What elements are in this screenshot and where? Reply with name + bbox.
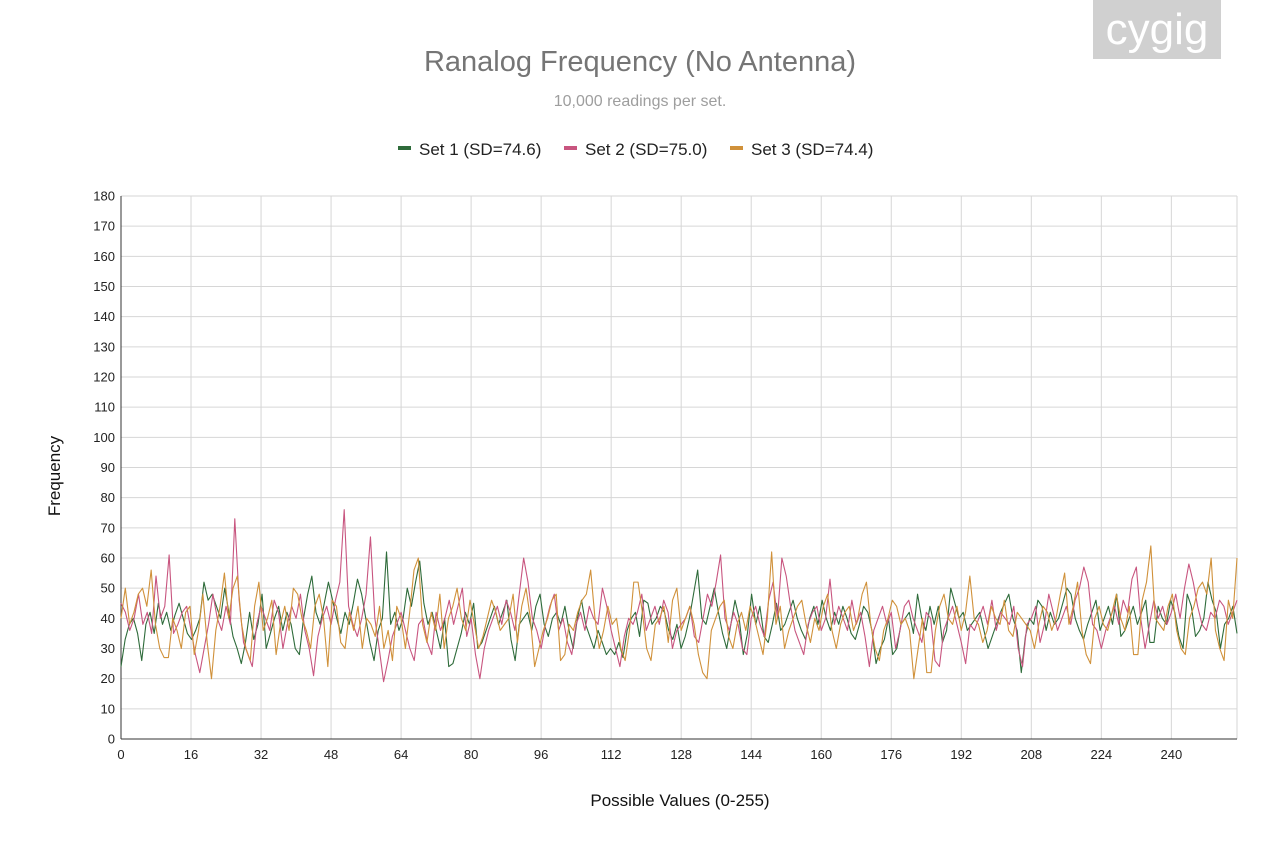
y-tick-label: 80 (101, 490, 115, 505)
legend-swatch-2 (564, 146, 577, 150)
y-tick-label: 180 (93, 189, 115, 204)
x-axis-title: Possible Values (0-255) (590, 791, 769, 810)
y-tick-label: 30 (101, 641, 115, 656)
chart-subtitle: 10,000 readings per set. (554, 93, 727, 110)
x-tick-label: 224 (1090, 747, 1112, 762)
x-tick-label: 240 (1161, 747, 1183, 762)
legend-label-1: Set 1 (SD=74.6) (419, 140, 541, 159)
x-tick-label: 32 (254, 747, 268, 762)
x-tick-label: 192 (950, 747, 972, 762)
y-tick-label: 170 (93, 219, 115, 234)
series-line-2 (120, 509, 1238, 683)
x-tick-label: 0 (117, 747, 124, 762)
x-tick-label: 160 (810, 747, 832, 762)
x-tick-label: 64 (394, 747, 408, 762)
y-tick-label: 60 (101, 551, 115, 566)
x-tick-label: 16 (184, 747, 198, 762)
x-tick-label: 144 (740, 747, 762, 762)
logo-text: cygig (1106, 5, 1209, 54)
y-tick-label: 10 (101, 701, 115, 716)
legend-label-2: Set 2 (SD=75.0) (585, 140, 707, 159)
logo-background (1093, 0, 1221, 59)
y-tick-label: 140 (93, 309, 115, 324)
y-tick-label: 20 (101, 671, 115, 686)
legend-swatch-3 (730, 146, 743, 150)
x-tick-label: 128 (670, 747, 692, 762)
series-line-1 (120, 551, 1238, 674)
y-tick-label: 50 (101, 581, 115, 596)
y-tick-label: 90 (101, 460, 115, 475)
y-tick-label: 130 (93, 339, 115, 354)
y-tick-label: 100 (93, 430, 115, 445)
logo: cygig (1093, 0, 1221, 59)
x-axis-ticks: 0 16 32 48 64 80 96 112 128 144 160 176 192 208 224 240 (117, 747, 1182, 762)
series-lines (120, 509, 1238, 683)
y-tick-label: 70 (101, 520, 115, 535)
y-axis-ticks: 0 10 20 30 40 50 60 70 80 90 100 110 120 130 140 150 160… (93, 189, 115, 747)
y-tick-label: 120 (93, 370, 115, 385)
x-tick-label: 208 (1020, 747, 1042, 762)
y-tick-label: 160 (93, 249, 115, 264)
x-tick-label: 80 (464, 747, 478, 762)
x-tick-label: 176 (880, 747, 902, 762)
y-axis-title: Frequency (45, 435, 64, 516)
y-tick-label: 110 (94, 400, 115, 415)
x-tick-label: 96 (534, 747, 548, 762)
chart-title: Ranalog Frequency (No Antenna) (424, 46, 856, 78)
y-tick-label: 0 (108, 732, 115, 747)
y-tick-label: 150 (93, 279, 115, 294)
grid (120, 195, 1238, 740)
legend-swatch-1 (398, 146, 411, 150)
legend: Set 1 (SD=74.6) Set 2 (SD=75.0) Set 3 (SD=… (398, 140, 873, 159)
x-tick-label: 48 (324, 747, 338, 762)
series-line-3 (120, 545, 1238, 680)
y-tick-label: 40 (101, 611, 115, 626)
legend-label-3: Set 3 (SD=74.4) (751, 140, 873, 159)
x-tick-label: 112 (601, 747, 622, 762)
